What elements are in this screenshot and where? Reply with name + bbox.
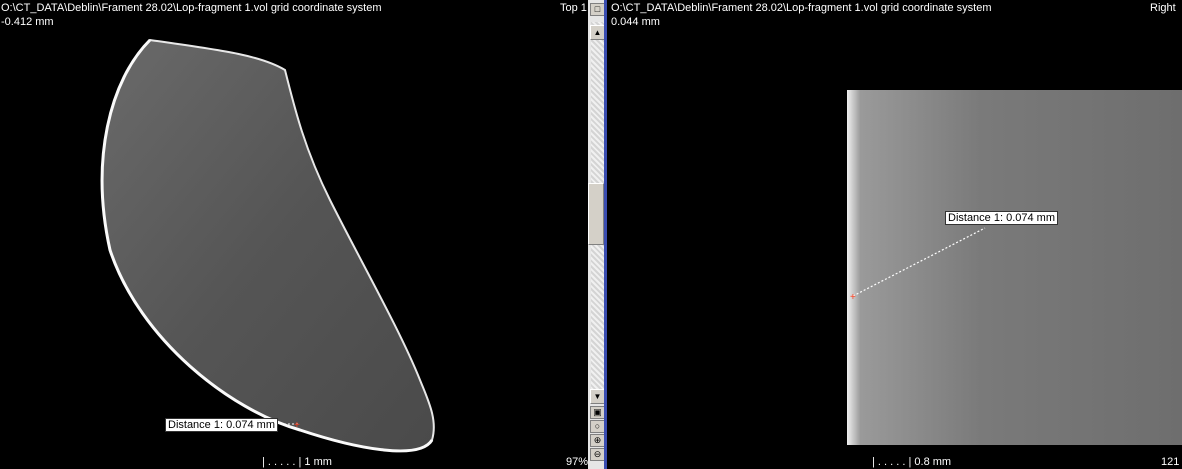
view-divider[interactable] [604,0,607,469]
left-slice-image[interactable]: + [0,0,588,469]
right-measurement-marker: + [850,292,856,303]
right-zoom-level: 121 [1161,456,1180,468]
right-slice-image[interactable]: + [607,0,1182,469]
zoom-out-icon[interactable]: ⊖ [590,448,605,461]
right-measurement-line[interactable] [852,227,986,297]
right-file-path: O:\CT_DATA\Deblin\Frament 28.02\Lop-frag… [611,2,992,14]
fit-view-icon[interactable]: ▣ [590,406,605,419]
right-scale-label: 0.8 mm [914,456,952,468]
left-scale-bar: | . . . . . | 1 mm [262,456,332,468]
left-measurement-marker: + [294,420,300,431]
scroll-down-button[interactable]: ▼ [590,389,605,404]
right-viewport[interactable]: + O:\CT_DATA\Deblin\Frament 28.02\Lop-fr… [607,0,1182,469]
left-scale-label: 1 mm [304,456,332,468]
right-orientation-label: Right [1150,2,1176,14]
maximize-view-button[interactable]: □ [590,3,605,16]
left-zoom-level: 97% [566,456,588,468]
left-measurement-label[interactable]: Distance 1: 0.074 mm [165,418,278,432]
left-slice-position: -0.412 mm [1,16,54,28]
zoom-icon[interactable]: ○ [590,420,605,433]
zoom-in-icon[interactable]: ⊕ [590,434,605,447]
scroll-up-button[interactable]: ▲ [590,25,605,40]
right-scale-bar: | . . . . . | 0.8 mm [872,456,951,468]
right-measurement-label[interactable]: Distance 1: 0.074 mm [945,211,1058,225]
right-slice-position: 0.044 mm [611,16,660,28]
left-orientation-label: Top 1 [560,2,587,14]
left-file-path: O:\CT_DATA\Deblin\Frament 28.02\Lop-frag… [1,2,382,14]
left-viewport[interactable]: + O:\CT_DATA\Deblin\Frament 28.02\Lop-fr… [0,0,588,469]
scrollbar-thumb[interactable] [588,183,604,245]
right-scale-ticks: | . . . . . | [872,456,915,468]
left-scale-ticks: | . . . . . | [262,456,305,468]
